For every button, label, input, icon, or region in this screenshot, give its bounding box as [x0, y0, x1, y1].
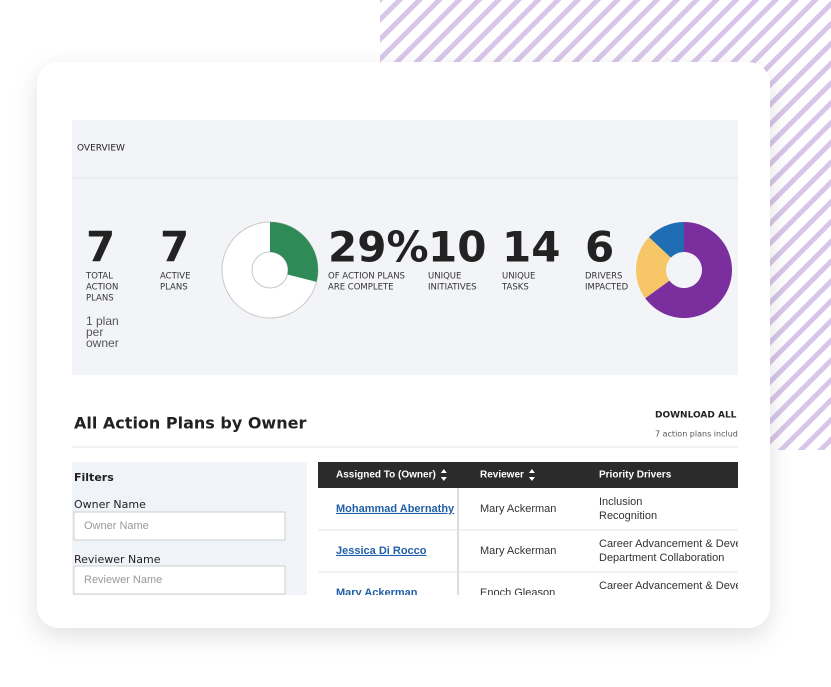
stat-label: ARE COMPLETE	[328, 283, 394, 293]
download-note: 7 action plans include	[655, 430, 743, 439]
reviewer: Mary Ackerman	[480, 545, 556, 557]
stat-note: per	[86, 325, 103, 339]
overview-title: OVERVIEW	[77, 144, 125, 154]
donut-segment	[649, 222, 684, 258]
donut-hole	[251, 251, 289, 289]
owner-link[interactable]: Mary Ackerman	[336, 587, 418, 599]
stat-value: 29%	[328, 223, 429, 272]
stat-label: ACTION	[86, 283, 118, 293]
reviewer-placeholder: Reviewer Name	[84, 574, 162, 586]
priority-driver: Inclusion	[599, 496, 642, 508]
priority-driver: Recognition	[599, 510, 657, 522]
owner-link[interactable]: Jessica Di Rocco	[336, 545, 427, 557]
stat-label: PLANS	[86, 294, 114, 304]
stat-label: UNIQUE	[502, 272, 535, 282]
priority-driver: Department Collaboration	[599, 552, 724, 564]
reviewer-label: Reviewer Name	[74, 553, 161, 566]
donut-segment	[270, 221, 319, 282]
stat-label: DRIVERS	[585, 272, 622, 282]
owner-link[interactable]: Mohammad Abernathy	[336, 503, 455, 515]
column-header: Reviewer	[480, 470, 524, 481]
owner-label: Owner Name	[74, 498, 146, 511]
owner-placeholder: Owner Name	[84, 520, 149, 532]
stat-label: OF ACTION PLANS	[328, 272, 405, 282]
stat-label: TASKS	[501, 283, 529, 293]
reviewer: Enoch Gleason	[480, 587, 555, 599]
reviewer: Mary Ackerman	[480, 503, 556, 515]
stat-value: 7	[160, 223, 189, 272]
column-header: Assigned To (Owner)	[336, 470, 436, 481]
donut-segment	[645, 222, 732, 319]
reviewer-input[interactable]	[73, 565, 286, 595]
table-header	[318, 462, 738, 488]
filters-title: Filters	[74, 471, 114, 484]
sort-icon	[440, 469, 447, 481]
stat-label: TOTAL	[85, 272, 113, 282]
stat-label: UNIQUE	[428, 272, 461, 282]
column-header: Priority Drivers	[599, 470, 672, 481]
stat-value: 6	[585, 223, 614, 272]
stat-label: INITIATIVES	[428, 283, 477, 293]
download-link[interactable]: DOWNLOAD ALL PL	[655, 411, 752, 421]
section-title: All Action Plans by Owner	[74, 414, 306, 433]
priority-driver: Career Advancement & Develc	[599, 538, 750, 550]
stat-label: ACTIVE	[160, 272, 191, 282]
stat-value: 10	[428, 223, 486, 272]
priority-driver: Career Advancement & Develc	[599, 580, 750, 592]
stat-value: 7	[86, 223, 115, 272]
stat-value: 14	[502, 223, 560, 272]
content: OVERVIEW All Action Plans by Owner DOWNL…	[72, 120, 752, 599]
donut-segment	[635, 237, 671, 299]
sort-icon	[528, 469, 535, 481]
stat-note: 1 plan	[86, 314, 119, 328]
overview-panel	[72, 120, 738, 375]
stat-label: IMPACTED	[585, 283, 629, 293]
owner-input[interactable]	[73, 511, 286, 541]
stat-label: PLANS	[160, 283, 188, 293]
stat-note: owner	[86, 336, 119, 350]
